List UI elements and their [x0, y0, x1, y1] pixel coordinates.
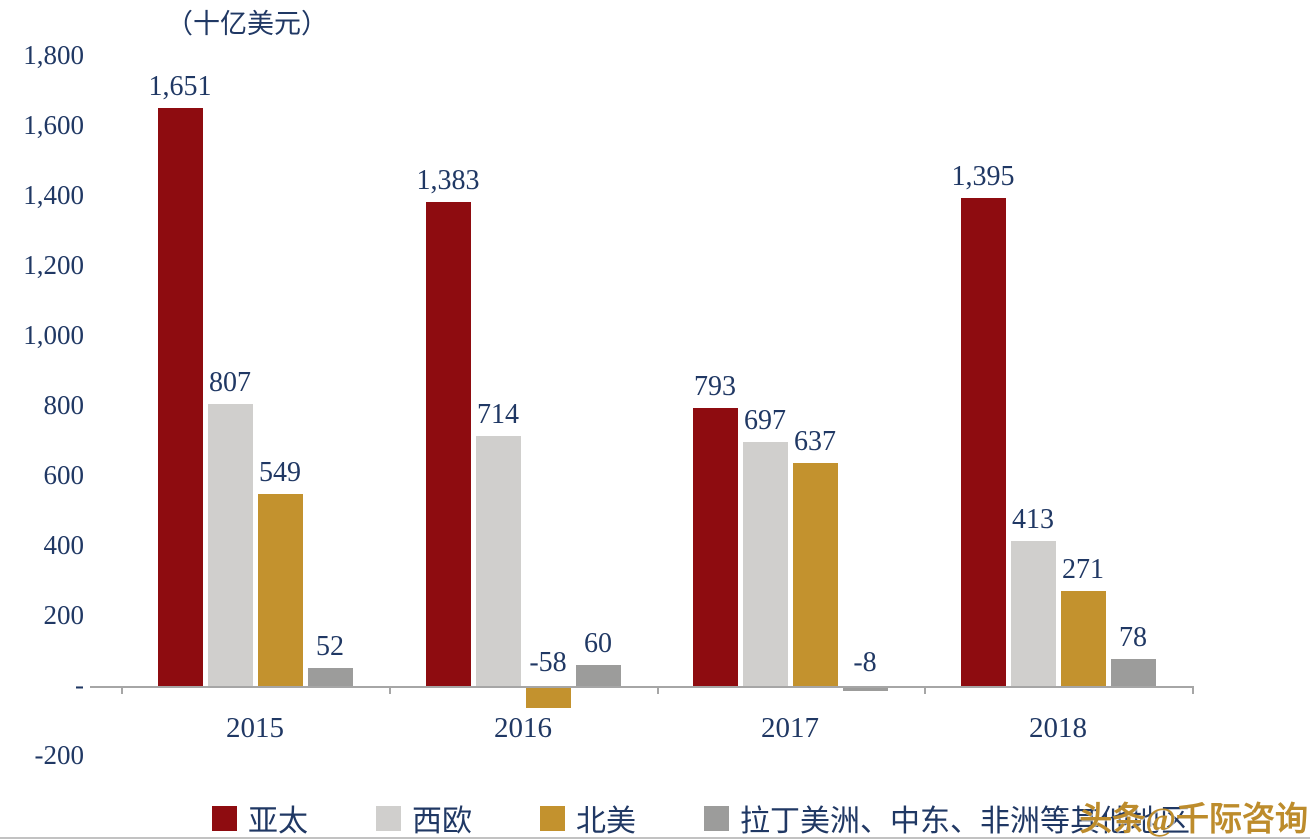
bar-value-label-north-america-2018: 271	[1062, 554, 1104, 586]
legend-label-north-america: 北美	[576, 805, 636, 838]
bar-other-regions-2018	[1110, 658, 1156, 686]
y-axis-label-1600: 1,600	[23, 109, 84, 140]
x-axis-label-2017: 2017	[761, 712, 819, 744]
bar-western-europe-2015	[207, 403, 253, 686]
bar-western-europe-2016	[475, 436, 521, 686]
legend-swatch-other-regions	[704, 805, 729, 831]
y-axis-label-1000: 1,000	[23, 319, 84, 350]
x-axis-tick	[1191, 686, 1194, 694]
unit-label: （十亿美元）	[166, 9, 328, 39]
x-axis-label-2018: 2018	[1029, 712, 1087, 744]
bar-value-label-western-europe-2017: 697	[744, 405, 786, 437]
bar-north-america-2018	[1060, 591, 1106, 686]
bar-value-label-asia-pacific-2016: 1,383	[416, 164, 480, 196]
watermark-text: 头条@千际咨询	[1079, 802, 1308, 838]
bar-north-america-2015	[257, 493, 303, 686]
bar-value-label-other-regions-2016: 60	[584, 628, 612, 659]
y-axis-label-200: 200	[43, 599, 85, 630]
bar-value-label-north-america-2016: -58	[529, 647, 567, 678]
legend-label-other-regions: 拉丁美洲、中东、非洲等其他地区	[740, 805, 1190, 838]
legend-swatch-asia-pacific	[212, 805, 237, 831]
x-axis-tick	[388, 686, 391, 694]
bar-asia-pacific-2016	[425, 201, 471, 686]
y-axis-label-400: 400	[43, 529, 85, 560]
x-axis-tick	[656, 686, 659, 694]
bar-north-america-2016	[525, 688, 571, 709]
bar-asia-pacific-2015	[157, 108, 203, 686]
bar-value-label-north-america-2015: 549	[259, 456, 301, 488]
bar-value-label-asia-pacific-2017: 793	[694, 371, 736, 403]
y-axis-label-1400: 1,400	[23, 179, 84, 210]
legend-label-western-europe: 西欧	[412, 805, 472, 838]
x-axis-label-2015: 2015	[226, 712, 284, 744]
bar-asia-pacific-2018	[960, 197, 1006, 686]
legend-swatch-western-europe	[376, 805, 401, 831]
bar-western-europe-2018	[1010, 541, 1056, 686]
y-axis-label-600: 600	[43, 459, 85, 490]
bar-value-label-western-europe-2015: 807	[209, 366, 251, 398]
bar-other-regions-2016	[575, 665, 621, 686]
y-axis-label-800: 800	[43, 389, 85, 420]
bar-asia-pacific-2017	[692, 408, 738, 686]
bar-value-label-western-europe-2016: 714	[477, 399, 519, 431]
bar-value-label-other-regions-2015: 52	[316, 630, 344, 662]
y-axis-label-1800: 1,800	[23, 39, 84, 70]
bar-western-europe-2017	[742, 442, 788, 686]
x-axis-label-2016: 2016	[494, 712, 552, 744]
bar-other-regions-2017	[842, 688, 888, 691]
bar-value-label-other-regions-2017: -8	[853, 647, 877, 678]
bar-value-label-western-europe-2018: 413	[1012, 504, 1054, 536]
bar-value-label-north-america-2017: 637	[794, 426, 836, 458]
y-axis-label-0: -	[75, 669, 84, 700]
legend-swatch-north-america	[540, 805, 565, 831]
bar-other-regions-2015	[307, 667, 353, 686]
y-axis-label-1200: 1,200	[23, 249, 84, 280]
legend-item-western-europe: 西欧	[376, 796, 472, 840]
bar-value-label-asia-pacific-2018: 1,395	[951, 160, 1015, 192]
legend-item-other-regions: 拉丁美洲、中东、非洲等其他地区	[704, 796, 1190, 840]
bar-value-label-other-regions-2018: 78	[1119, 621, 1147, 653]
legend: 亚太 西欧 北美 拉丁美洲、中东、非洲等其他地区	[212, 796, 1190, 840]
x-axis-line	[90, 686, 1192, 688]
bottom-divider	[0, 837, 1310, 839]
x-axis-tick	[121, 686, 124, 694]
y-axis-label--200: -200	[34, 739, 85, 770]
bar-value-label-asia-pacific-2015: 1,651	[148, 71, 212, 103]
bar-north-america-2017	[792, 463, 838, 686]
legend-item-asia-pacific: 亚太	[212, 796, 308, 840]
legend-label-asia-pacific: 亚太	[248, 805, 308, 838]
legend-item-north-america: 北美	[540, 796, 636, 840]
x-axis-tick	[923, 686, 926, 694]
